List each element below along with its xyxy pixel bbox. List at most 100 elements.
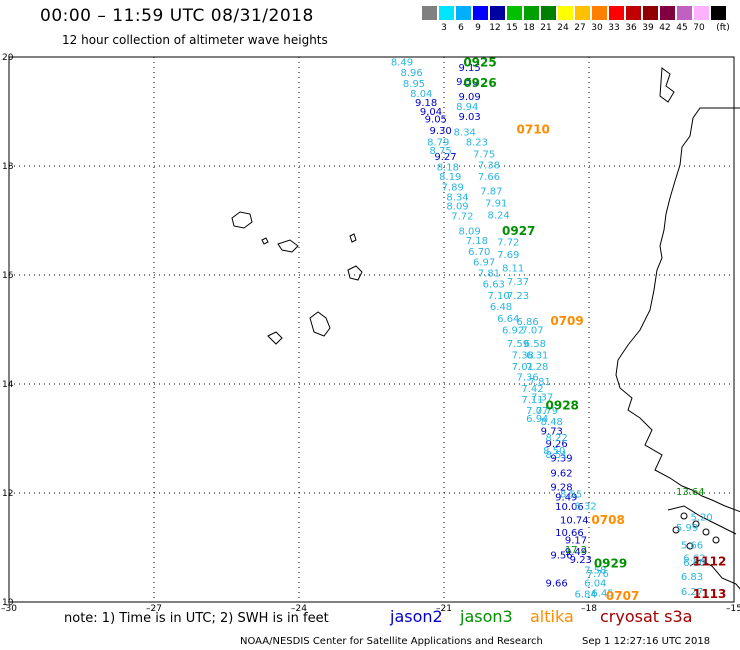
swh-label: 8.11 [502,264,524,275]
color-scale-swatch [507,6,522,20]
coast-island [659,67,675,103]
color-scale-label: 30 [591,23,603,33]
legend-note: note: 1) Time is in UTC; 2) SWH is in fe… [64,611,329,626]
swh-label: 8.50 [543,446,565,457]
island [261,237,269,245]
color-scale-label: 70 [693,23,705,33]
swh-label: 7.37 [531,392,553,403]
map-frame [8,56,735,603]
island [267,331,283,345]
legend-jason2: jason2 [390,607,443,626]
swh-label: 7.28 [526,362,548,373]
swh-label: 9.62 [550,469,572,480]
swh-label: 8.55 [560,489,582,500]
swh-label: 9.04 [420,107,442,118]
swh-label: 6.64 [497,314,519,325]
color-scale-swatch [473,6,488,20]
swh-label: 10.74 [560,516,589,527]
color-scale-swatch [456,6,471,20]
swh-label: 7.66 [478,172,500,183]
swh-label: 9.66 [546,579,568,590]
footer-credit: NOAA/NESDIS Center for Satellite Applica… [240,636,543,647]
color-scale-swatch [711,6,726,20]
swh-label: 7.23 [507,291,529,302]
swh-label: 17.2 [565,545,587,556]
swh-label: 8.22 [546,433,568,444]
swh-label: 7.42 [521,384,543,395]
swh-label: 8.48 [541,417,563,428]
lat-tick-label: 10 [2,598,14,608]
swh-label: 6.94 [526,414,548,425]
lon-tick-label: –27 [146,604,162,614]
swh-label: 9.15 [459,63,481,74]
pass-time-label: 1112 [693,554,726,568]
color-scale-label: 24 [557,23,569,33]
swh-label: 9.27 [434,152,456,163]
lon-tick-label: –30 [1,604,17,614]
color-scale-label: 21 [540,23,552,33]
lat-tick-label: 20 [2,53,14,63]
swh-label: 7.36 [517,373,539,384]
pass-time-label: 0925 [463,55,496,69]
swh-label: 6.27 [681,587,703,598]
island [680,512,688,520]
swh-label: 9.56 [550,550,572,561]
swh-label: 9.03 [459,112,481,123]
color-scale-swatch [524,6,539,20]
lon-tick-label: –21 [436,604,452,614]
swh-label: 9.73 [541,427,563,438]
lat-tick-label: 14 [2,380,14,390]
swh-label: 7.75 [473,149,495,160]
color-scale-swatch [643,6,658,20]
swh-label: 8.24 [488,210,510,221]
color-scale-label: 18 [523,23,535,33]
swh-label: 8.34 [454,127,476,138]
swh-label: 8.04 [410,89,432,100]
swh-label: 7.89 [442,183,464,194]
lat-tick-label: 12 [2,489,13,499]
color-scale-swatch [439,6,454,20]
swh-label: 8.18 [437,162,459,173]
color-scale-unit: (ft) [716,23,730,33]
legend-altika: altika [530,607,574,626]
swh-label: 8.96 [401,68,423,79]
swh-label: 5.66 [681,541,703,552]
lat-tick-label: 16 [2,271,14,281]
swh-label: 5.99 [676,523,698,534]
color-scale-label: 3 [441,23,447,33]
lon-tick-label: –15 [726,604,740,614]
swh-label: 10.66 [555,528,584,539]
island [347,265,363,281]
swh-label: 8.79 [427,137,449,148]
color-scale-label: 39 [642,23,654,33]
island [686,542,694,550]
color-scale-label: 15 [506,23,518,33]
island [712,536,720,544]
swh-label: 8.51 [546,450,568,461]
swh-label: 6.62 [683,554,705,565]
footer-timestamp: Sep 1 12:27:16 UTC 2018 [582,636,711,647]
swh-label: 6.04 [584,579,606,590]
pass-time-label: 1113 [693,587,726,601]
color-scale-label: 36 [625,23,637,33]
color-scale-swatch [541,6,556,20]
lat-tick-label: 18 [2,162,14,172]
swh-label: 7.07 [521,325,543,336]
color-scale-swatch [575,6,590,20]
swh-label: 7.58 [584,566,606,577]
swh-label: 9.50 [456,77,478,88]
swh-label: 9.09 [459,92,481,103]
swh-label: 8.23 [466,137,488,148]
color-scale-label: 42 [659,23,671,33]
swh-label: 7.37 [507,277,529,288]
swh-label: 7.81 [529,377,551,388]
swh-label: 9.30 [430,126,452,137]
island [702,528,710,536]
color-scale-label: 33 [608,23,620,33]
swh-label: 6.83 [681,572,703,583]
swh-label: 9.49 [555,493,577,504]
coastline [615,107,740,513]
swh-label: 7.38 [512,350,534,361]
swh-label: 10.06 [555,502,584,513]
island [231,211,253,229]
